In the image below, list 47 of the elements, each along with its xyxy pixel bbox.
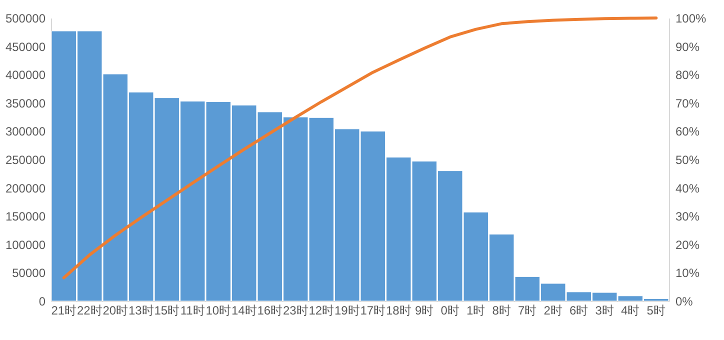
x-tick-label: 8时 bbox=[492, 304, 511, 318]
x-tick-label: 22时 bbox=[76, 304, 102, 318]
y-tick-label: 150000 bbox=[5, 210, 46, 224]
y-tick-label: 450000 bbox=[5, 40, 46, 54]
y2-tick-label: 40% bbox=[676, 181, 700, 196]
y2-tick-label: 0% bbox=[676, 294, 694, 308]
y2-tick-label: 90% bbox=[676, 40, 700, 54]
x-tick-label: 3时 bbox=[595, 304, 614, 318]
y-tick-label: 300000 bbox=[5, 124, 46, 139]
y-tick-label: 200000 bbox=[5, 181, 46, 196]
y2-tick-label: 30% bbox=[676, 210, 700, 224]
x-tick-label: 10时 bbox=[206, 304, 232, 318]
y-tick-label: 400000 bbox=[5, 68, 46, 82]
x-tick-label: 6时 bbox=[570, 304, 588, 318]
x-tick-label: 2时 bbox=[544, 304, 562, 318]
x-tick-label: 11时 bbox=[180, 304, 205, 318]
x-tick-label: 14时 bbox=[231, 304, 257, 318]
x-tick-label: 17时 bbox=[360, 304, 386, 318]
x-tick-label: 18时 bbox=[386, 304, 412, 318]
x-tick-label: 21时 bbox=[51, 304, 77, 318]
x-tick-label: 12时 bbox=[308, 304, 334, 318]
x-tick-label: 16时 bbox=[257, 304, 283, 318]
y2-tick-label: 100% bbox=[676, 12, 707, 26]
y-tick-label: 350000 bbox=[5, 96, 46, 110]
y2-tick-label: 80% bbox=[676, 68, 700, 82]
y2-tick-label: 60% bbox=[676, 124, 700, 139]
y2-tick-label: 70% bbox=[676, 96, 700, 110]
x-tick-label: 7时 bbox=[518, 304, 537, 318]
y-tick-label: 250000 bbox=[5, 153, 46, 167]
y-tick-label: 0 bbox=[38, 294, 46, 308]
x-tick-label: 19时 bbox=[334, 304, 360, 318]
x-tick-label: 4时 bbox=[621, 304, 640, 318]
x-tick-label: 0时 bbox=[440, 304, 460, 318]
y-tick-label: 50000 bbox=[12, 266, 46, 280]
y2-tick-label: 20% bbox=[676, 238, 700, 252]
x-tick-label: 9时 bbox=[415, 304, 434, 318]
line-series bbox=[62, 16, 658, 280]
x-tick-label: 5时 bbox=[646, 304, 666, 318]
y-tick-label: 500000 bbox=[5, 12, 46, 26]
y2-tick-label: 50% bbox=[676, 153, 700, 167]
y2-tick-label: 10% bbox=[676, 266, 700, 280]
x-tick-label: 1时 bbox=[466, 304, 486, 318]
y-tick-label: 100000 bbox=[5, 238, 46, 252]
x-tick-label: 23时 bbox=[282, 304, 308, 318]
x-tick-label: 20时 bbox=[102, 304, 128, 318]
x-tick-label: 15时 bbox=[154, 304, 180, 318]
x-tick-label: 13时 bbox=[128, 304, 154, 318]
